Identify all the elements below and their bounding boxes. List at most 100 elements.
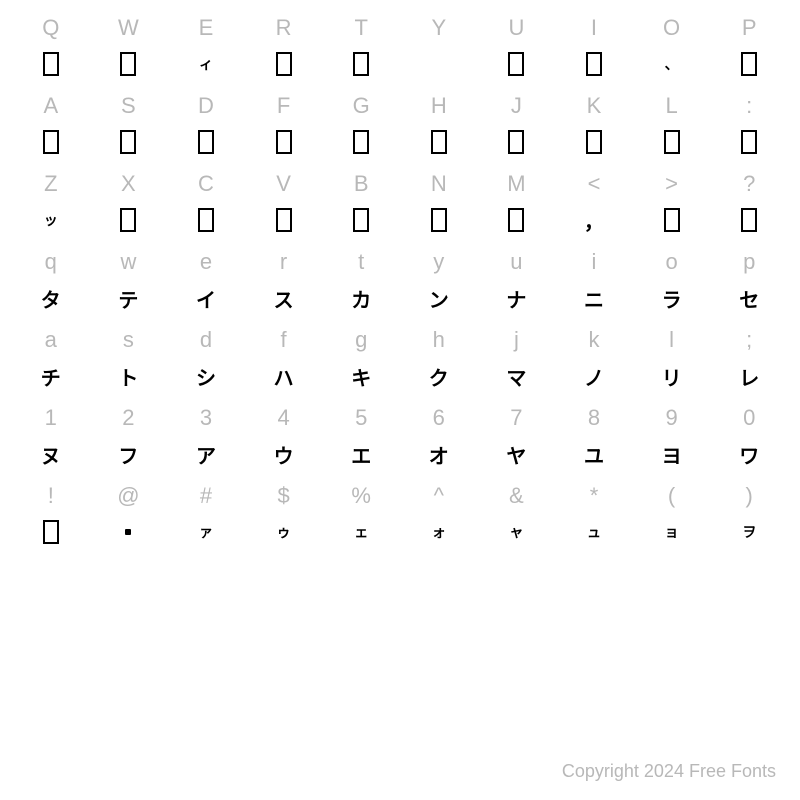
key-label: <	[555, 166, 633, 202]
glyph: ア	[196, 440, 216, 469]
glyph-cell: ラ	[633, 280, 711, 316]
key-label: C	[167, 166, 245, 202]
key-label: J	[478, 88, 556, 124]
glyph: ヤ	[506, 440, 526, 469]
missing-glyph-icon	[741, 52, 757, 76]
key-label: )	[710, 478, 788, 514]
glyph-cell	[555, 46, 633, 82]
glyph-cell: レ	[710, 358, 788, 394]
glyph: ォ	[432, 522, 446, 542]
glyph: ヨ	[662, 440, 682, 469]
glyph-cell: ョ	[633, 514, 711, 550]
glyph: ク	[429, 362, 449, 391]
glyph-cell: ャ	[478, 514, 556, 550]
key-label: >	[633, 166, 711, 202]
missing-glyph-icon	[353, 208, 369, 232]
glyph-cell: ク	[400, 358, 478, 394]
key-label: f	[245, 322, 323, 358]
glyph: ッ	[44, 210, 58, 230]
key-label: 7	[478, 400, 556, 436]
key-label: h	[400, 322, 478, 358]
glyph-cell	[710, 202, 788, 238]
key-label: S	[90, 88, 168, 124]
glyph-cell: タ	[12, 280, 90, 316]
missing-glyph-icon	[508, 52, 524, 76]
key-label: F	[245, 88, 323, 124]
key-label: p	[710, 244, 788, 280]
glyph: 、	[665, 54, 679, 74]
glyph: ェ	[354, 522, 368, 542]
glyph: ウ	[274, 440, 294, 469]
key-label: l	[633, 322, 711, 358]
missing-glyph-icon	[664, 208, 680, 232]
key-label: 8	[555, 400, 633, 436]
key-label: N	[400, 166, 478, 202]
key-label: t	[322, 244, 400, 280]
glyph-row: ッ，	[0, 202, 800, 238]
missing-glyph-icon	[431, 208, 447, 232]
key-label: 9	[633, 400, 711, 436]
glyph: ユ	[584, 440, 604, 469]
glyph: ァ	[199, 522, 213, 542]
glyph-cell: チ	[12, 358, 90, 394]
glyph: ョ	[665, 522, 679, 542]
glyph: ノ	[584, 362, 604, 391]
missing-glyph-icon	[120, 130, 136, 154]
glyph-cell	[400, 124, 478, 160]
glyph-cell	[478, 202, 556, 238]
missing-glyph-icon	[741, 130, 757, 154]
key-label: A	[12, 88, 90, 124]
key-label: 5	[322, 400, 400, 436]
glyph: レ	[739, 362, 759, 391]
glyph-cell: ウ	[245, 436, 323, 472]
key-label: D	[167, 88, 245, 124]
missing-glyph-icon	[276, 208, 292, 232]
glyph-cell	[710, 46, 788, 82]
glyph: ン	[429, 284, 449, 313]
glyph-row	[0, 124, 800, 160]
comma-glyph: ，	[584, 206, 604, 235]
key-label: (	[633, 478, 711, 514]
glyph-cell: ヨ	[633, 436, 711, 472]
missing-glyph-icon	[353, 52, 369, 76]
copyright-text: Copyright 2024 Free Fonts	[562, 761, 776, 782]
glyph: ヌ	[41, 440, 61, 469]
glyph: ス	[274, 284, 294, 313]
character-map: QWERTYUIOPィ、ASDFGHJKL:ZXCVBNM<>?ッ，qwerty…	[0, 10, 800, 550]
key-label: *	[555, 478, 633, 514]
glyph-cell: ア	[167, 436, 245, 472]
key-label: Q	[12, 10, 90, 46]
label-row: asdfghjkl;	[0, 322, 800, 358]
key-label: r	[245, 244, 323, 280]
glyph-cell: ト	[90, 358, 168, 394]
key-label: B	[322, 166, 400, 202]
missing-glyph-icon	[276, 130, 292, 154]
glyph-cell: ユ	[555, 436, 633, 472]
glyph: ニ	[584, 284, 604, 313]
charmap-row: qwertyuiopタテイスカンナニラセ	[0, 244, 800, 316]
key-label: o	[633, 244, 711, 280]
glyph-cell: ェ	[322, 514, 400, 550]
glyph-cell: マ	[478, 358, 556, 394]
glyph-cell: フ	[90, 436, 168, 472]
glyph-cell: ，	[555, 202, 633, 238]
glyph-cell: カ	[322, 280, 400, 316]
key-label: 4	[245, 400, 323, 436]
glyph-cell	[633, 202, 711, 238]
key-label: U	[478, 10, 556, 46]
key-label: I	[555, 10, 633, 46]
glyph-cell	[12, 46, 90, 82]
glyph-cell: ォ	[400, 514, 478, 550]
glyph-row: ヌフアウエオヤユヨワ	[0, 436, 800, 472]
glyph-cell	[400, 202, 478, 238]
glyph-cell	[12, 514, 90, 550]
glyph-cell: キ	[322, 358, 400, 394]
glyph-cell	[245, 202, 323, 238]
glyph-cell: ュ	[555, 514, 633, 550]
glyph: カ	[351, 284, 371, 313]
glyph-cell: ノ	[555, 358, 633, 394]
glyph-cell	[167, 124, 245, 160]
glyph-cell: テ	[90, 280, 168, 316]
glyph-cell: ヲ	[710, 514, 788, 550]
glyph: オ	[429, 440, 449, 469]
